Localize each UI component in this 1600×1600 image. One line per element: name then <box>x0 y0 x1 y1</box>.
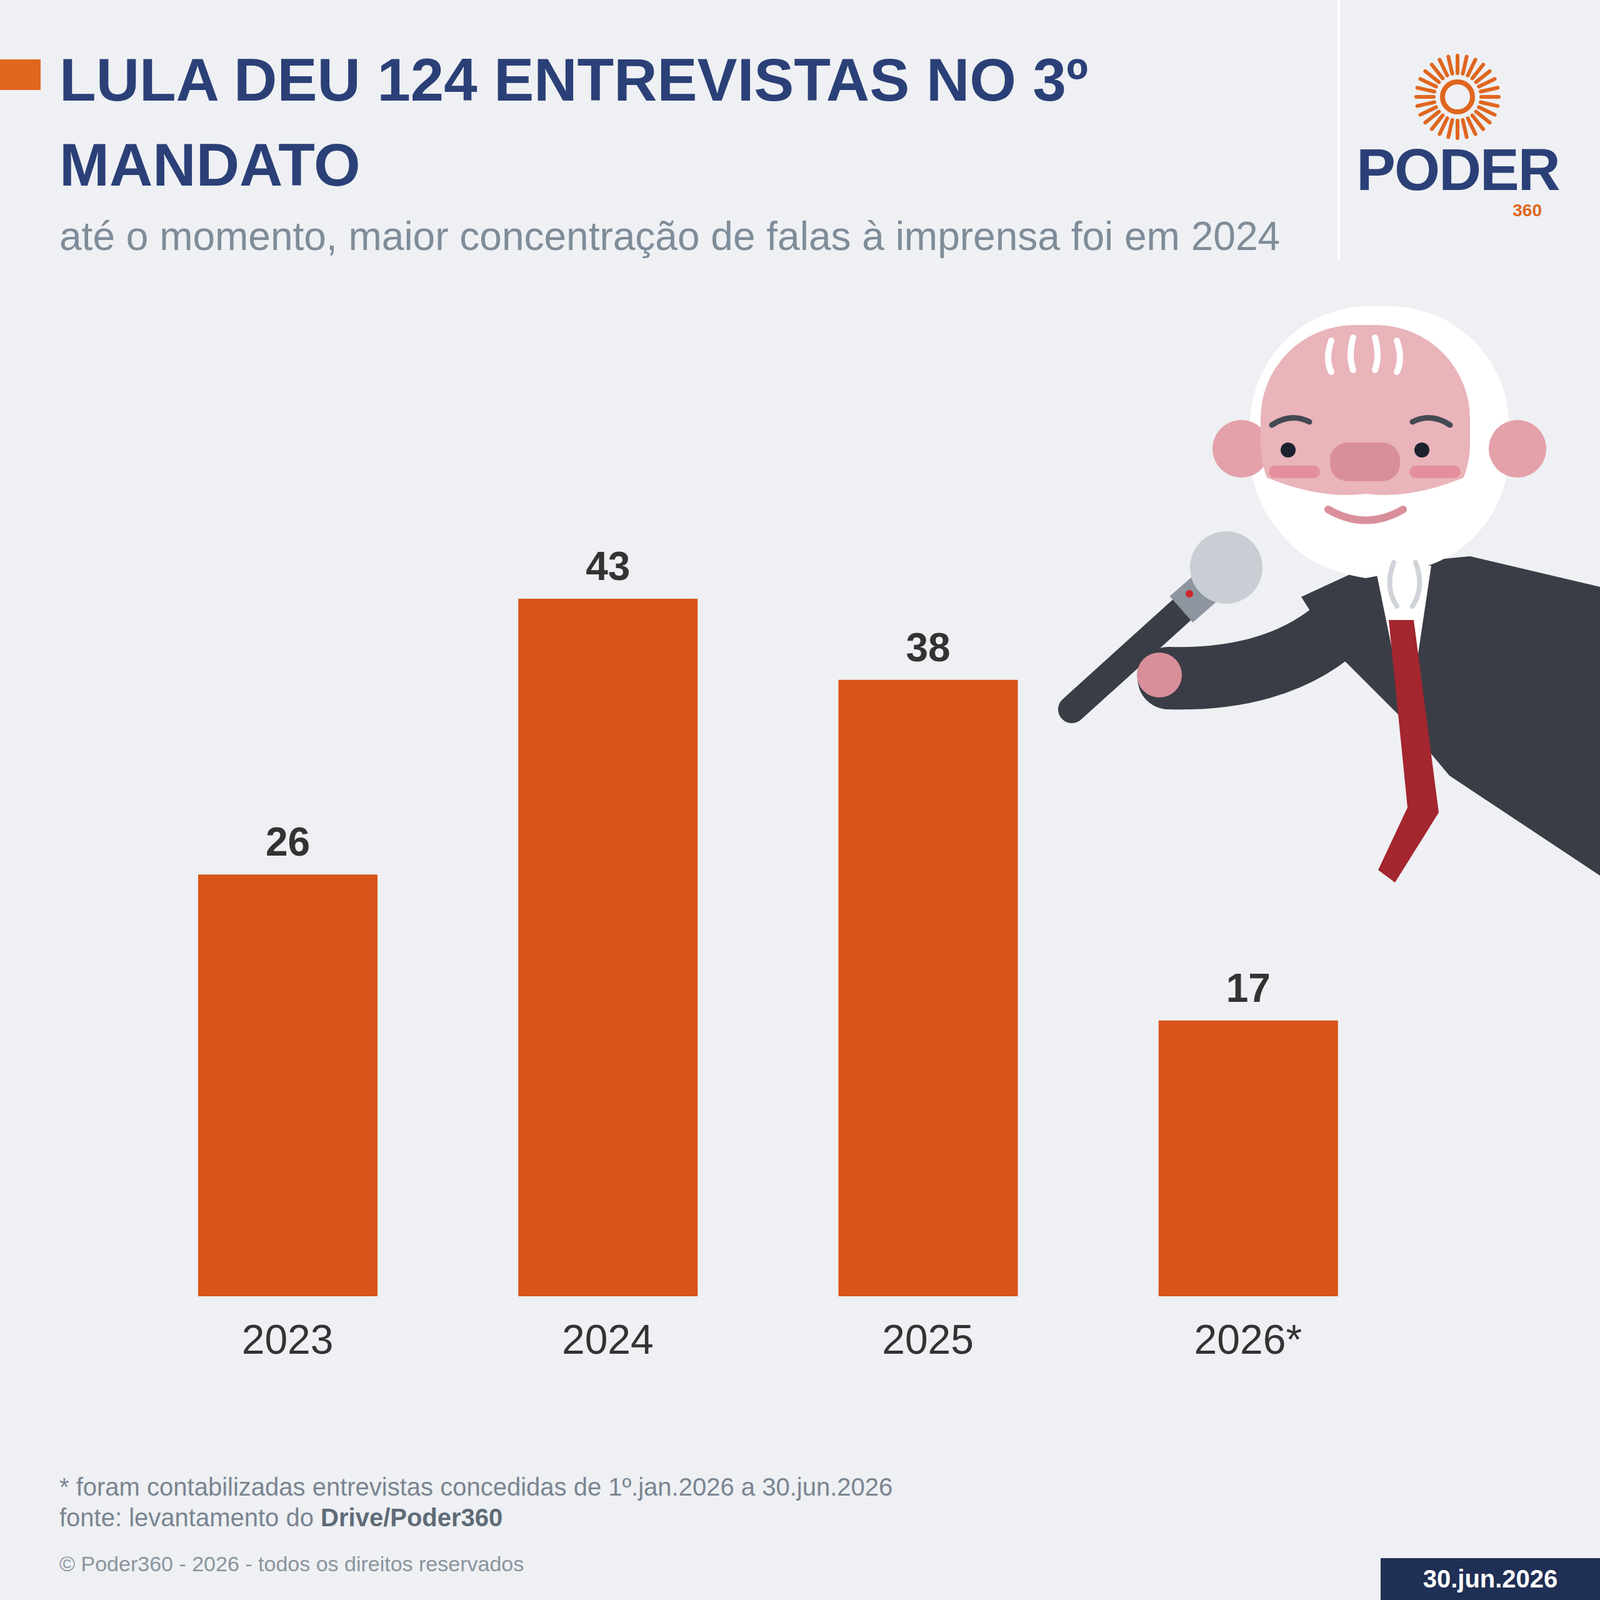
svg-text:43: 43 <box>585 543 630 589</box>
svg-text:26: 26 <box>265 819 310 865</box>
svg-text:2023: 2023 <box>241 1316 334 1363</box>
html-text:360: 360 <box>1512 200 1542 220</box>
html-text:© Poder360 - 2026 - todos os d: © Poder360 - 2026 - todos os direitos re… <box>59 1551 524 1576</box>
html-text:fonte: levantamento do Drive/P: fonte: levantamento do Drive/Poder360 <box>59 1503 503 1532</box>
html-text:* foram contabilizadas entrevi: * foram contabilizadas entrevistas conce… <box>59 1473 893 1501</box>
svg-text:2025: 2025 <box>881 1316 974 1363</box>
svg-text:38: 38 <box>905 625 950 670</box>
svg-text:17: 17 <box>1226 965 1271 1011</box>
html-text:até o momento, maior concentra: até o momento, maior concentração de fal… <box>59 213 1281 259</box>
html-text:PODER: PODER <box>1356 136 1560 203</box>
html-text:LULA DEU 124 ENTREVISTAS NO 3º: LULA DEU 124 ENTREVISTAS NO 3º MANDATO <box>59 46 1089 199</box>
svg-text:2026*: 2026* <box>1194 1316 1303 1363</box>
svg-text:2024: 2024 <box>561 1316 654 1363</box>
html-text:30.jun.2026: 30.jun.2026 <box>1422 1565 1558 1593</box>
